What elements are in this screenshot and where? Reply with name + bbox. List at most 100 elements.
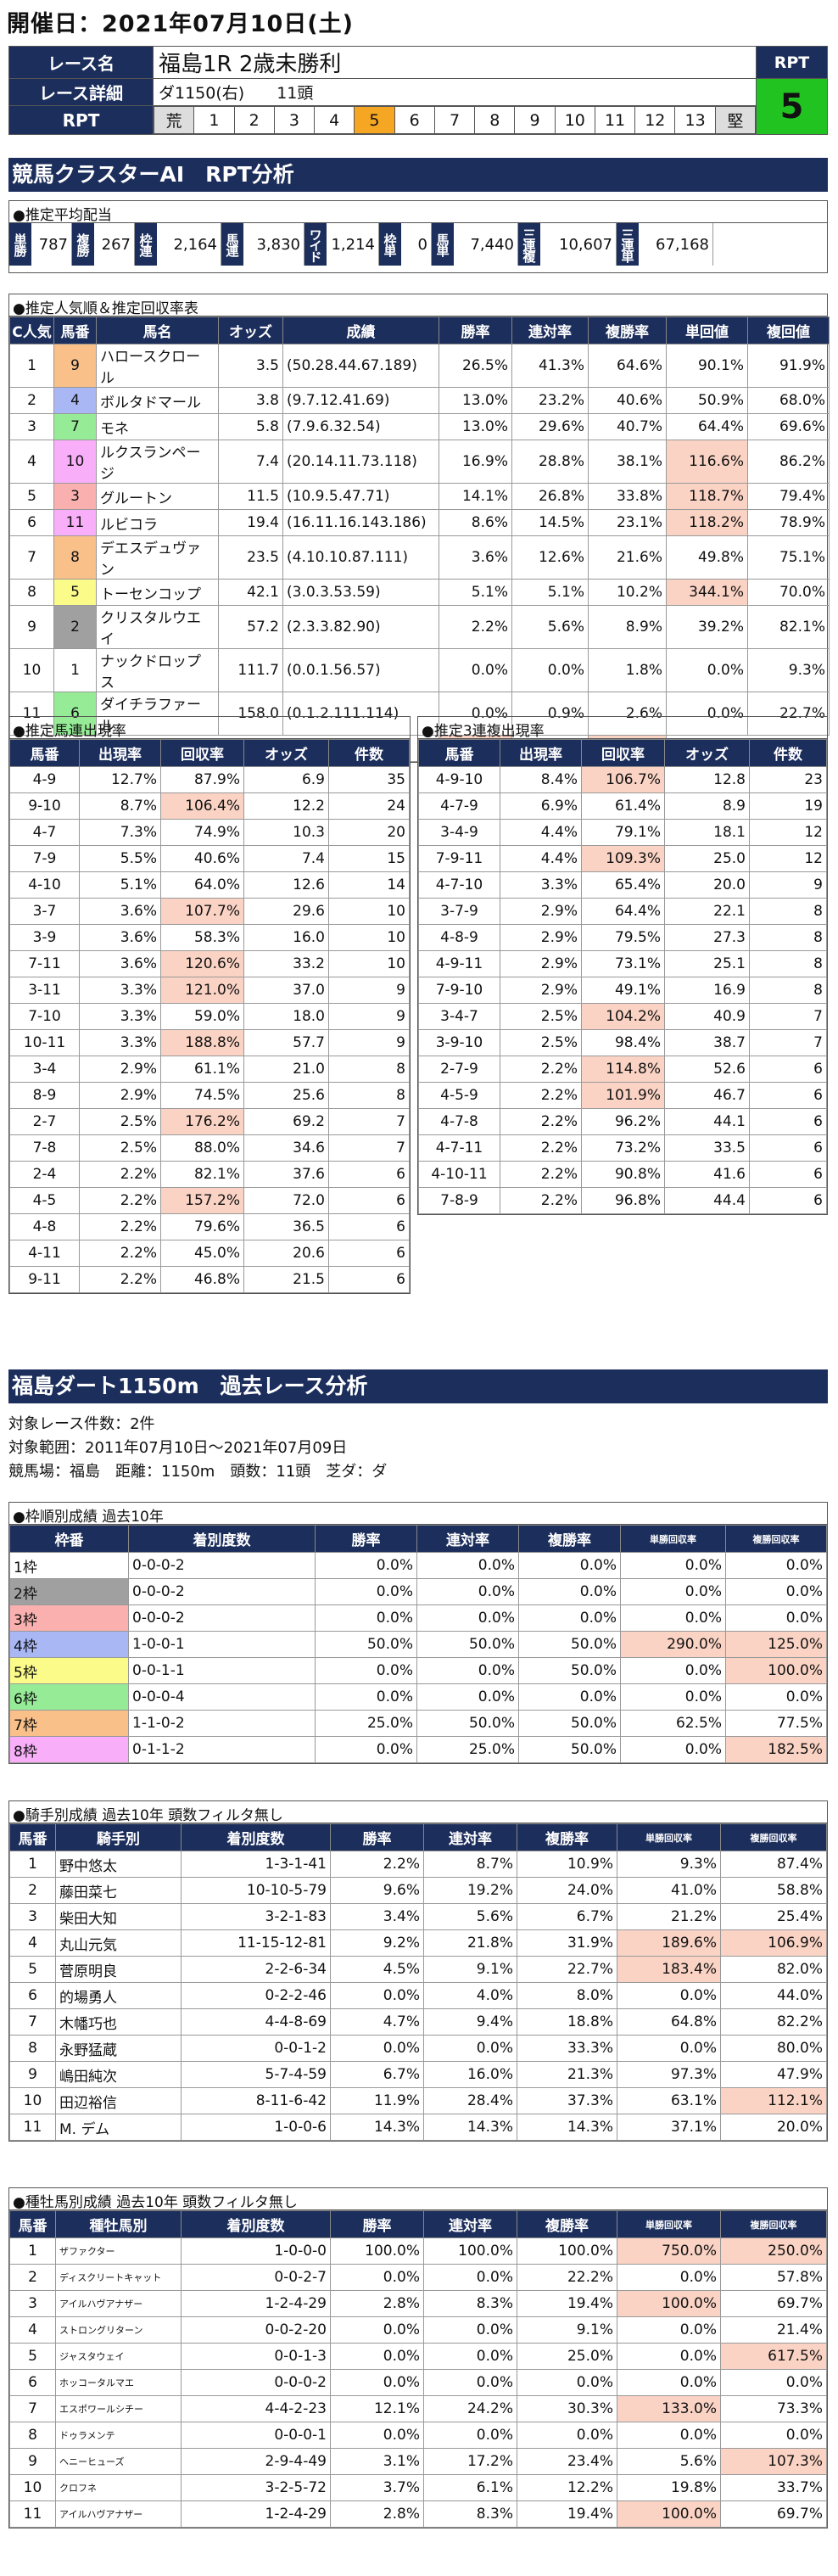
table-cell: 5.1% (439, 579, 512, 606)
table-cell: (3.0.3.53.59) (282, 579, 439, 606)
table-cell: 6 (53, 692, 97, 736)
table-cell: 5.1% (79, 871, 161, 899)
table-cell: 7 (749, 1029, 827, 1056)
table-cell: 20.0% (720, 2114, 827, 2141)
col-header: 成績 (282, 316, 439, 344)
col-header: 勝率 (330, 2210, 424, 2238)
table-cell: 46.8% (160, 1266, 244, 1293)
table-cell: 78.9% (747, 509, 830, 536)
table-row: 4-7-9 6.9% 61.4% 8.9 19 (418, 792, 827, 820)
payout-label: ワイド (304, 223, 327, 266)
table-cell: 2.2% (500, 1108, 582, 1135)
table-cell: 9.1% (517, 2316, 617, 2344)
table-row: 4-8-9 2.9% 79.5% 27.3 8 (418, 924, 827, 951)
table-row: 4-7 7.3% 74.9% 10.3 20 (9, 819, 410, 846)
table-cell: 64.4% (666, 413, 748, 440)
table-cell: 7枠 (9, 1710, 129, 1737)
table-row: 7 エスポワールシチー 4-4-2-23 12.1% 24.2% 30.3% 133.0% 7… (9, 2395, 827, 2422)
table-cell: 5.8 (218, 413, 283, 440)
table-row: 8 永野猛蔵 0-0-1-2 0.0% 0.0% 33.3% 0.0% 80.0% (9, 2035, 827, 2062)
table-cell: 12.6% (511, 535, 589, 580)
table-cell: 7 (328, 1108, 410, 1135)
table-cell: 22.7% (517, 1956, 617, 1983)
payout-value: 2,164 (157, 223, 221, 266)
table-cell: 5 (9, 483, 54, 510)
table-cell: 8 (328, 1056, 410, 1083)
table-cell: 7.3% (79, 819, 161, 846)
col-header: 複勝率 (517, 1823, 617, 1851)
table-row: 4-10-11 2.2% 90.8% 41.6 6 (418, 1161, 827, 1188)
table-cell: 72.0 (243, 1187, 329, 1214)
table-cell: 5.6% (423, 1903, 517, 1930)
table-cell: 4 (9, 2316, 56, 2344)
table-cell: トーセンコップ (96, 579, 219, 606)
payout-label: 単勝 (9, 223, 31, 266)
col-header: 連対率 (416, 1525, 519, 1553)
table-cell: 3-9 (9, 924, 80, 951)
table-cell: 21.2% (617, 1903, 721, 1930)
table-cell: 0-0-0-2 (128, 1578, 316, 1605)
rpt-scale-cell: 13 (674, 106, 716, 134)
table-cell: 80.0% (720, 2035, 827, 2062)
rpt-scale-cell: 8 (474, 106, 516, 134)
table-cell: 106.7% (581, 766, 665, 793)
rpt-scale-cell: 9 (514, 106, 556, 134)
table-cell: 9.4% (423, 2008, 517, 2036)
table-cell: 0.0% (416, 1552, 519, 1579)
table-cell: 50.0% (315, 1631, 417, 1658)
table-cell: 11 (9, 2500, 56, 2528)
table-row: 4-9 12.7% 87.9% 6.9 35 (9, 766, 410, 793)
table-cell: 0.9% (511, 692, 589, 736)
table-cell: 9.6% (330, 1877, 424, 1904)
table-cell: 35 (328, 766, 410, 793)
table-cell: 4-7-8 (418, 1108, 500, 1135)
table-cell: 11 (53, 509, 97, 536)
table-cell: 嶋田純次 (55, 2061, 182, 2088)
table-row: 7 木幡巧也 4-4-8-69 4.7% 9.4% 18.8% 64.8% 82.2% (9, 2008, 827, 2036)
payout-label: 枠連 (135, 223, 157, 266)
table-cell: 2.5% (79, 1108, 161, 1135)
table-cell: 112.1% (720, 2087, 827, 2114)
table-cell: 26.5% (439, 344, 512, 388)
table-cell: 11.5 (218, 483, 283, 510)
table-cell: 96.2% (581, 1108, 665, 1135)
table-cell: 24.2% (423, 2395, 517, 2422)
table-cell: 9.2% (330, 1929, 424, 1957)
table-cell: 39.2% (666, 605, 748, 649)
table-cell: 109.3% (581, 845, 665, 872)
table-row: 4-9-11 2.9% 73.1% 25.1 8 (418, 950, 827, 977)
table-cell: 101.9% (581, 1082, 665, 1109)
table-cell: ジャスタウェイ (55, 2343, 182, 2370)
col-header: 複勝回収率 (720, 2210, 827, 2238)
table-cell: 47.9% (720, 2061, 827, 2088)
table-cell: 90.8% (581, 1161, 665, 1188)
table-row: 1 ザファクター 1-0-0-0 100.0% 100.0% 100.0% 750.0% 25… (9, 2237, 827, 2265)
table-cell: 4 (9, 1929, 56, 1957)
table-cell: 74.9% (160, 819, 244, 846)
table-cell: 4.7% (330, 2008, 424, 2036)
table-cell: 25.0% (416, 1736, 519, 1763)
table-cell: 8 (749, 950, 827, 977)
table-cell: (0.0.1.56.57) (282, 648, 439, 692)
table-cell: 1-3-1-41 (181, 1851, 331, 1878)
table-cell: 3-2-5-72 (181, 2474, 331, 2501)
table-row: 5 3 グルートン 11.5 (10.9.5.47.71) 14.1% 26.8% 33.8%… (9, 483, 830, 510)
umaren-table: 馬番 出現率 回収率 オッズ 件数 4-9 12.7% 87.9% 6.9 35 9-10 8.7%… (9, 739, 410, 1293)
table-cell: 0.0% (617, 2369, 721, 2396)
table-cell: 5.6% (617, 2448, 721, 2475)
table-cell: 57.8% (720, 2264, 827, 2291)
table-cell: 44.1 (664, 1108, 750, 1135)
table-cell: 4.4% (500, 819, 582, 846)
table-cell: 22.1 (664, 898, 750, 925)
table-cell: 0.0% (666, 692, 748, 736)
table-cell: 125.0% (725, 1631, 827, 1658)
table-row: 6 ホッコータルマエ 0-0-0-2 0.0% 0.0% 0.0% 0.0% 0.0% (9, 2369, 827, 2396)
col-header: 単勝回収率 (617, 2210, 721, 2238)
col-header: 騎手別 (55, 1823, 182, 1851)
table-cell: 2枠 (9, 1578, 129, 1605)
rpt-scale-cell: 4 (314, 106, 355, 134)
table-cell: 38.7 (664, 1029, 750, 1056)
col-header: 勝率 (330, 1823, 424, 1851)
payout-value: 267 (94, 223, 135, 266)
col-header: 出現率 (79, 739, 161, 767)
